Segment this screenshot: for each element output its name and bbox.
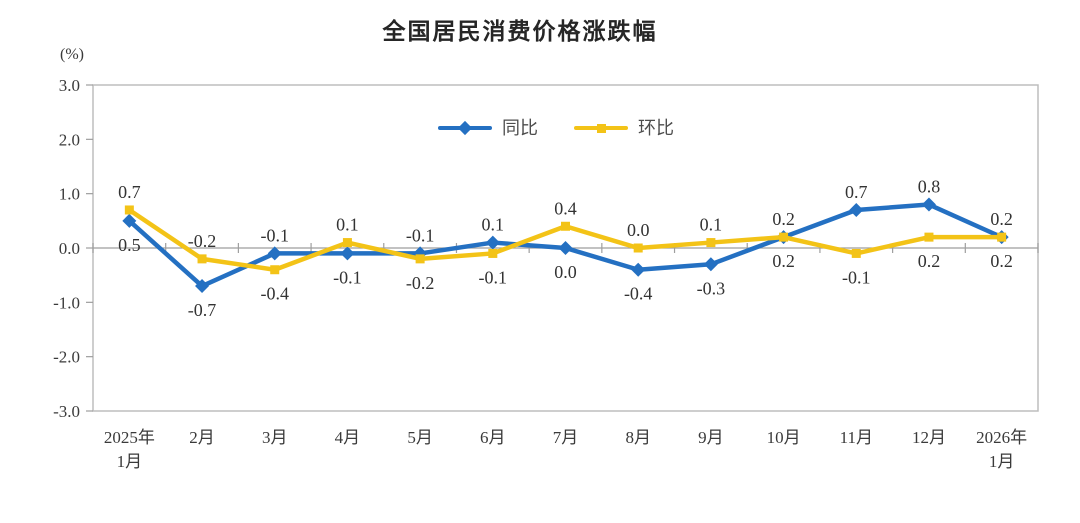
- legend: 同比 环比: [438, 119, 674, 137]
- data-label-below: -0.2: [406, 273, 435, 293]
- data-label-below: 0.0: [554, 262, 577, 282]
- data-label-below: -0.1: [842, 267, 871, 287]
- x-tick-label: 4月: [335, 428, 361, 447]
- x-tick-label: 11月: [840, 428, 873, 447]
- data-label-below: 0.2: [918, 251, 941, 271]
- data-label-above: 0.7: [845, 182, 868, 202]
- data-label-above: 0.1: [700, 215, 723, 235]
- marker-diamond: [703, 257, 718, 272]
- y-tick-label: -1.0: [53, 293, 80, 312]
- data-label-above: 0.1: [336, 215, 359, 235]
- data-label-below: -0.1: [333, 267, 362, 287]
- data-label-above: 0.2: [772, 209, 795, 229]
- y-tick-label: 0.0: [59, 239, 80, 258]
- data-label-above: 0.1: [482, 215, 505, 235]
- data-label-below: -0.1: [479, 267, 508, 287]
- marker-square: [633, 243, 643, 253]
- x-tick-label: 3月: [262, 428, 288, 447]
- marker-square: [415, 254, 425, 264]
- marker-square: [924, 232, 934, 242]
- mom-line-square-icon: [574, 119, 628, 137]
- x-tick-label: 12月: [912, 428, 946, 447]
- y-tick-label: -2.0: [53, 348, 80, 367]
- y-tick-label: 3.0: [59, 76, 80, 95]
- legend-item-yoy: 同比: [438, 119, 538, 137]
- data-label-below: 0.5: [118, 235, 141, 255]
- data-label-above: -0.1: [260, 225, 289, 245]
- data-label-below: -0.7: [188, 300, 217, 320]
- marker-square: [561, 221, 570, 231]
- legend-label-yoy: 同比: [502, 118, 538, 138]
- marker-square: [851, 248, 861, 258]
- y-tick-label: 1.0: [59, 185, 80, 204]
- data-label-above: -0.1: [406, 225, 435, 245]
- data-label-below: 0.2: [990, 251, 1013, 271]
- data-label-above: 0.0: [627, 220, 650, 240]
- data-label-above: 0.4: [554, 198, 577, 218]
- marker-square: [124, 205, 134, 215]
- y-tick-label: 2.0: [59, 130, 80, 149]
- data-label-above: 0.7: [118, 182, 141, 202]
- marker-square: [197, 254, 207, 264]
- marker-square: [488, 248, 498, 258]
- x-tick-label: 6月: [480, 428, 506, 447]
- marker-square: [997, 232, 1007, 242]
- marker-square: [270, 265, 280, 275]
- x-tick-label: 10月: [767, 428, 801, 447]
- x-tick-label: 7月: [553, 428, 579, 447]
- data-label-above: 0.2: [990, 209, 1013, 229]
- marker-diamond: [921, 197, 936, 212]
- x-tick-label: 8月: [625, 428, 651, 447]
- yoy-swatch-diamond: [457, 120, 473, 136]
- data-label-above: -0.2: [188, 231, 217, 251]
- marker-diamond: [485, 235, 500, 250]
- marker-square: [706, 238, 716, 248]
- marker-diamond: [122, 213, 137, 228]
- yoy-line-diamond-icon: [438, 119, 492, 137]
- marker-square: [779, 232, 789, 242]
- mom-swatch-square: [597, 124, 606, 133]
- x-tick-label: 2026年 1月: [976, 428, 1027, 471]
- marker-diamond: [849, 202, 864, 217]
- marker-diamond: [340, 246, 355, 261]
- y-tick-label: -3.0: [53, 402, 80, 421]
- x-tick-label: 2025年 1月: [104, 428, 155, 471]
- y-axis-unit-label: (%): [60, 46, 84, 63]
- data-label-below: -0.4: [624, 284, 653, 304]
- legend-label-mom: 环比: [638, 118, 674, 138]
- marker-square: [342, 238, 352, 248]
- marker-diamond: [267, 246, 282, 261]
- data-label-below: -0.4: [260, 284, 289, 304]
- marker-diamond: [195, 279, 210, 294]
- data-label-below: 0.2: [772, 251, 795, 271]
- data-label-above: 0.8: [918, 177, 941, 197]
- x-tick-label: 5月: [407, 428, 433, 447]
- data-label-below: -0.3: [697, 278, 726, 298]
- marker-diamond: [631, 262, 646, 277]
- chart-title: 全国居民消费价格涨跌幅: [382, 18, 658, 44]
- marker-diamond: [558, 241, 573, 255]
- x-tick-label: 2月: [189, 428, 215, 447]
- x-tick-label: 9月: [698, 428, 724, 447]
- legend-item-mom: 环比: [574, 119, 674, 137]
